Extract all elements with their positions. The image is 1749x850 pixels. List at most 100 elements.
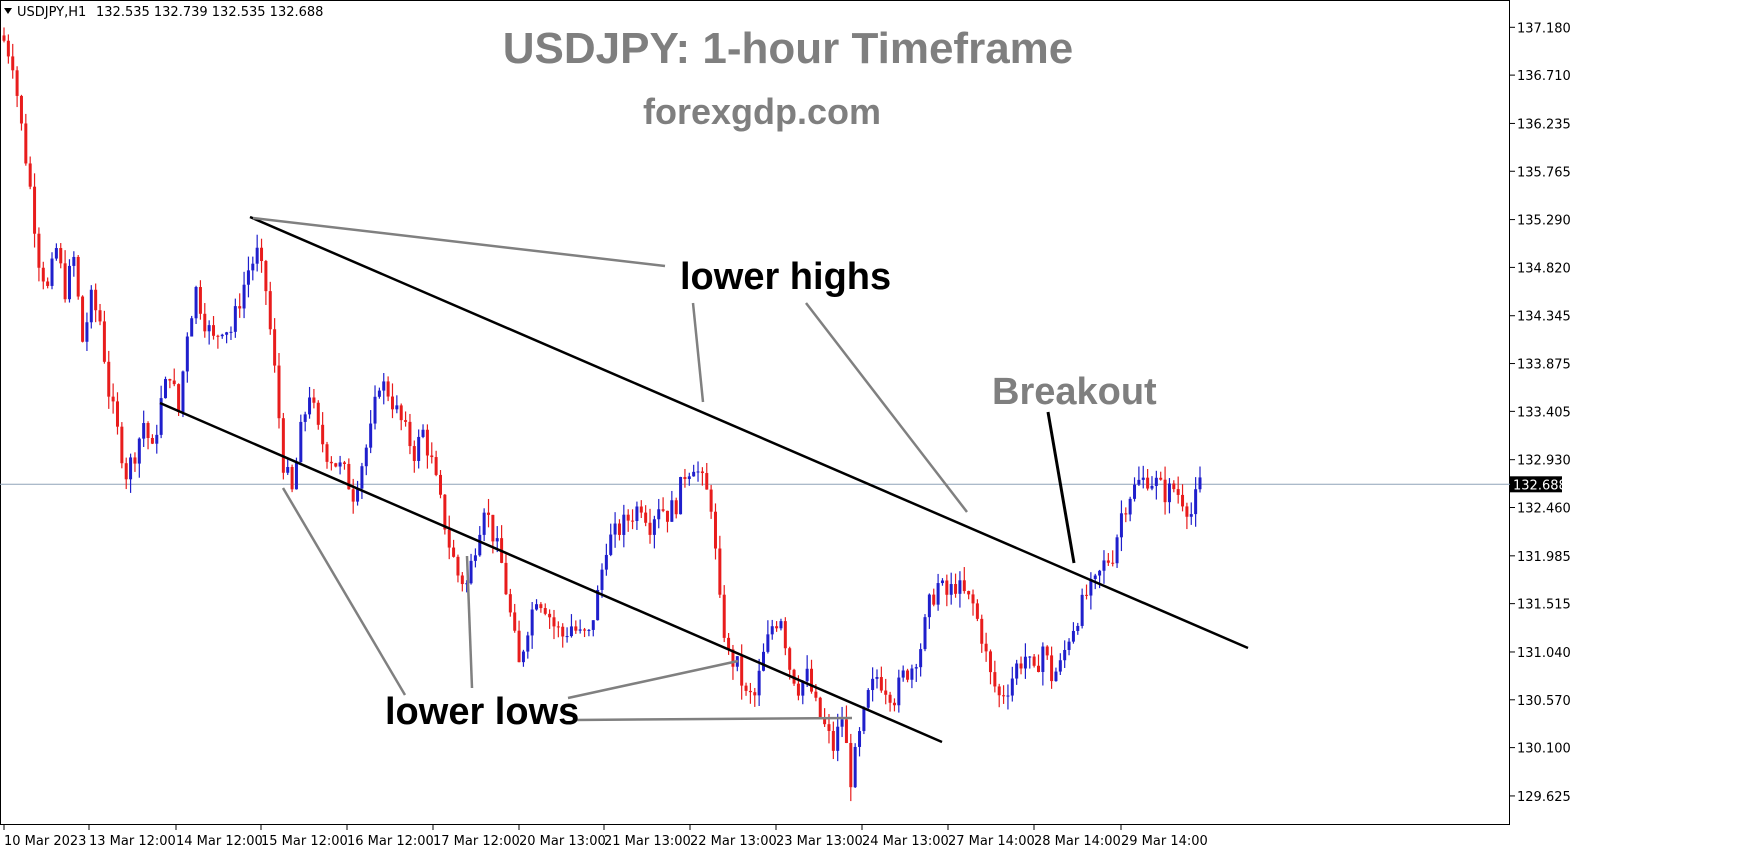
candle-body: [286, 467, 290, 473]
candle-body: [460, 575, 464, 585]
candle-body: [338, 462, 342, 467]
candle-body: [316, 402, 320, 425]
candle-body: [28, 163, 32, 187]
candle-body: [33, 186, 37, 234]
candle-body: [1098, 570, 1102, 576]
x-tick-label: 29 Mar 14:00: [1121, 834, 1208, 849]
candle-body: [975, 603, 979, 619]
candle-body: [491, 514, 495, 542]
candle-body: [1028, 656, 1032, 658]
candle-body: [884, 690, 888, 695]
candle-body: [164, 379, 168, 399]
candle-body: [329, 461, 333, 464]
price-tag-background: [1510, 476, 1562, 493]
candle-body: [76, 256, 80, 297]
candle-body: [517, 630, 521, 663]
candle-body: [1124, 513, 1128, 515]
candle-body: [565, 636, 569, 638]
candle-body: [818, 697, 822, 718]
candle-body: [465, 583, 469, 585]
candle-body: [390, 396, 394, 410]
candle-body: [478, 534, 482, 556]
candle-body: [1163, 479, 1167, 503]
candle-body: [775, 626, 779, 629]
candle-body: [177, 384, 181, 413]
candle-body: [364, 447, 368, 467]
candle-body: [945, 580, 949, 595]
channel-upper-line: [249, 215, 1249, 650]
candle-body: [1106, 560, 1110, 563]
candle-body: [801, 681, 805, 696]
candle-body: [1010, 678, 1014, 696]
x-tick-label: 15 Mar 12:00: [261, 834, 348, 849]
current-price-tag: 132.688: [1510, 476, 1567, 493]
candle-body: [37, 233, 41, 268]
candle-body: [50, 258, 54, 286]
symbol-dropdown-icon[interactable]: [4, 8, 12, 14]
candle-body: [849, 743, 853, 788]
candle-body: [814, 691, 818, 698]
candle-body: [386, 381, 390, 397]
candle-body: [1041, 646, 1045, 672]
candle-body: [984, 643, 988, 652]
candle-body: [757, 670, 761, 696]
candle-body: [1036, 665, 1040, 672]
candle-body: [543, 608, 547, 614]
candle-body: [713, 511, 717, 549]
candle-body: [639, 506, 643, 513]
candle-body: [548, 613, 552, 618]
candle-body: [871, 678, 875, 691]
candle-body: [583, 629, 587, 631]
candle-body: [15, 70, 19, 96]
candle-body: [1181, 494, 1185, 507]
candle-body: [342, 462, 346, 464]
candle-body: [255, 247, 259, 264]
candle-body: [631, 520, 635, 522]
candle-body: [831, 730, 835, 751]
candle-body: [866, 690, 870, 708]
candle-body: [102, 321, 106, 362]
candle-body: [1067, 641, 1071, 650]
plot-area: [0, 0, 1510, 825]
candle-body: [1023, 656, 1027, 669]
candle-body: [748, 690, 752, 693]
y-tick-label: 131.040: [1517, 646, 1571, 661]
pointer-line: [465, 555, 474, 689]
candle-body: [233, 306, 237, 332]
candle-body: [670, 500, 674, 522]
candle-body: [351, 489, 355, 502]
candle-body: [85, 322, 89, 342]
candle-body: [853, 746, 857, 788]
y-tick-label: 134.345: [1517, 310, 1571, 325]
candle-body: [238, 306, 242, 309]
candle-body: [521, 651, 525, 663]
candle-body: [744, 685, 748, 691]
chart-subtitle: forexgdp.com: [643, 91, 881, 132]
candle-body: [308, 397, 312, 415]
candle-body: [111, 396, 115, 402]
pointer-line: [281, 487, 407, 696]
candle-body: [299, 421, 303, 463]
candle-body: [696, 471, 700, 473]
candle-body: [159, 398, 163, 435]
y-tick-label: 137.180: [1517, 21, 1571, 36]
candle-body: [46, 281, 50, 286]
lower-lows-label: lower lows: [385, 691, 579, 733]
candle-body: [107, 361, 111, 397]
x-tick-label: 10 Mar 2023: [4, 834, 86, 849]
candle-body: [54, 248, 58, 259]
candle-body: [722, 594, 726, 638]
y-tick-label: 133.405: [1517, 405, 1571, 420]
y-tick-label: 132.460: [1517, 502, 1571, 517]
candle-body: [796, 683, 800, 696]
candle-body: [11, 56, 15, 71]
candle-body: [290, 467, 294, 490]
candle-body: [181, 371, 185, 413]
candle-body: [251, 263, 255, 271]
candle-body: [67, 265, 71, 300]
candle-body: [1128, 498, 1132, 515]
candle-body: [260, 247, 264, 262]
candle-body: [574, 626, 578, 631]
candle-body: [613, 523, 617, 535]
